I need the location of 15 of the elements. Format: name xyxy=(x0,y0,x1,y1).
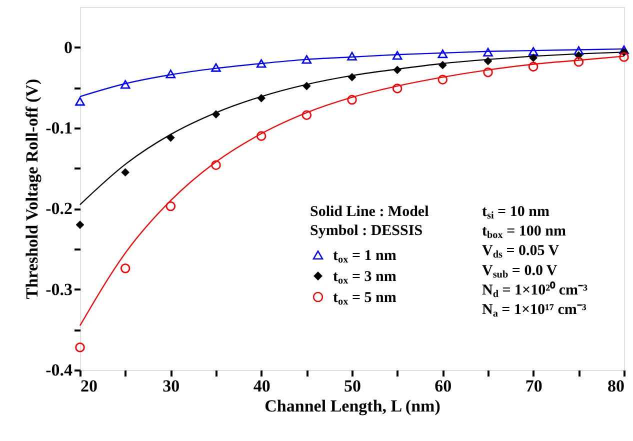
legend-title: Solid Line : Model Symbol : DESSIS xyxy=(310,204,429,239)
x-tick-label: 40 xyxy=(253,376,270,396)
x-axis-title: Channel Length, L (nm) xyxy=(264,396,440,416)
y-tick-label: -0.3 xyxy=(46,280,72,299)
x-tick-label: 50 xyxy=(344,376,361,396)
x-tick-label: 80 xyxy=(608,376,624,396)
y-tick-label: -0.2 xyxy=(46,199,72,218)
x-tick-label: 60 xyxy=(434,376,452,396)
y-tick-label: -0.1 xyxy=(46,118,72,138)
x-tick-label: 70 xyxy=(525,376,542,396)
y-tick-label: -0.4 xyxy=(46,360,73,380)
x-tick-label: 30 xyxy=(162,376,180,396)
y-tick-label: 0 xyxy=(64,38,72,57)
x-tick-label: 20 xyxy=(80,376,98,396)
y-axis-title: Threshold Voltage Roll-off (V) xyxy=(22,78,42,300)
